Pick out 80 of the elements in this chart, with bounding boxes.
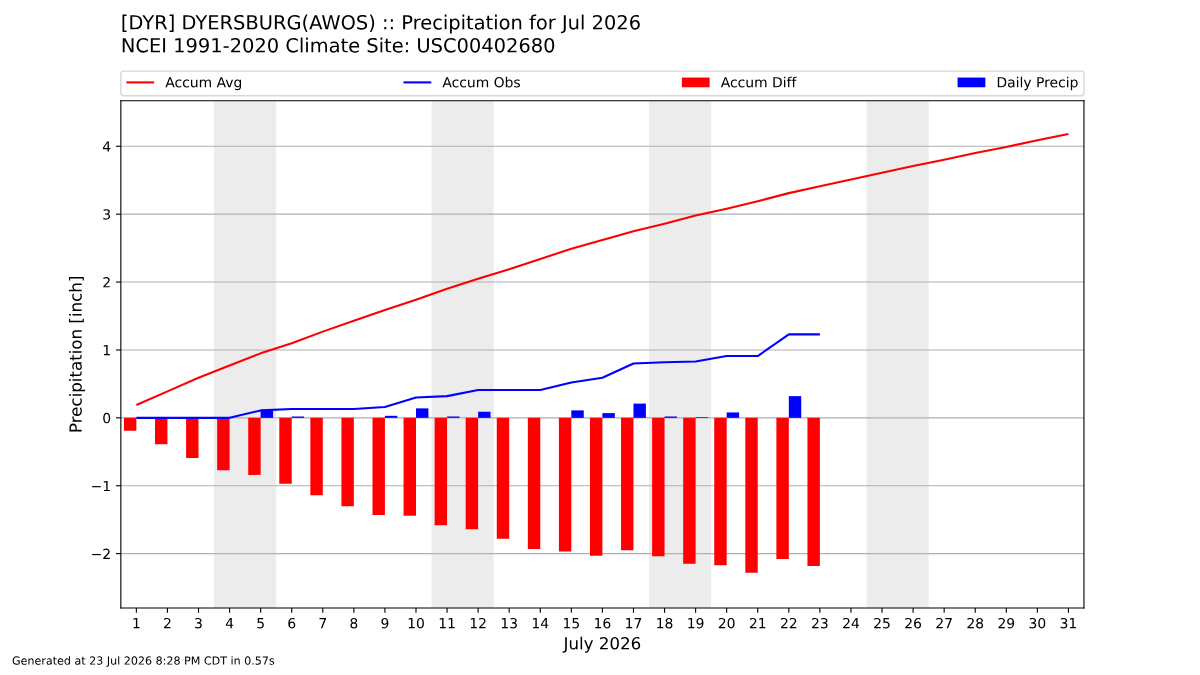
x-tick-label: 20	[718, 617, 735, 629]
x-tick-label: 14	[532, 618, 549, 629]
x-tick-label: 8	[350, 617, 358, 629]
y-tick-label: −2	[92, 548, 110, 559]
y-tick-label: 4	[102, 141, 111, 152]
bar	[621, 417, 634, 551]
bar	[372, 417, 385, 515]
x-tick-label: 6	[288, 617, 296, 629]
x-tick-label: 12	[470, 617, 486, 629]
bar	[652, 417, 665, 557]
bar	[788, 396, 802, 418]
x-tick-label: 15	[564, 618, 579, 629]
bar	[403, 417, 416, 516]
x-tick-label: 11	[439, 618, 455, 629]
x-tick-label: 18	[657, 617, 673, 629]
bar	[155, 417, 168, 445]
bar	[341, 417, 354, 507]
bar	[714, 417, 727, 566]
bar	[807, 417, 820, 566]
bar	[745, 417, 758, 573]
x-tick-label: 31	[1060, 617, 1076, 629]
bar	[633, 403, 646, 418]
bar	[434, 417, 448, 526]
text: Generated at 23 Jul 2026 8:28 PM CDT in 0.57s	[12, 656, 275, 667]
bar	[527, 417, 541, 549]
legend-label: Accum Obs	[442, 76, 520, 88]
bar	[496, 417, 510, 539]
legend-label: Accum Diff	[720, 76, 797, 88]
bar	[279, 417, 292, 484]
x-tick-label: 19	[688, 617, 704, 629]
line-series	[135, 333, 821, 419]
chart-title: [DYR] DYERSBURG(AWOS) :: Precipitation for Jul 2026	[122, 14, 640, 34]
x-tick-label: 1	[133, 618, 140, 629]
bar	[478, 411, 491, 418]
x-tick-label: 17	[626, 618, 642, 629]
x-tick-label: 22	[780, 617, 797, 629]
bar	[248, 417, 261, 475]
legend-label: Accum Avg	[165, 77, 242, 91]
bar	[123, 417, 137, 431]
bar	[571, 410, 584, 418]
x-tick-label: 30	[1029, 617, 1046, 629]
bar	[384, 415, 398, 418]
y-tick-label: −1	[92, 480, 110, 492]
y-tick-label: 0	[103, 412, 111, 424]
legend-label: Daily Precip	[997, 76, 1078, 91]
x-tick-label: 7	[319, 618, 327, 629]
x-tick-label: 24	[843, 617, 859, 629]
y-tick-label: 3	[103, 209, 110, 220]
x-tick-label: 2	[164, 617, 171, 629]
x-tick-label: 5	[257, 618, 264, 629]
x-tick-label: 9	[381, 617, 389, 629]
bar	[726, 412, 740, 418]
y-tick-label: 1	[103, 345, 110, 356]
x-tick-label: 28	[967, 617, 984, 629]
x-tick-label: 27	[936, 617, 952, 629]
x-axis-title: July 2026	[562, 636, 641, 653]
y-axis-title: Precipitation [inch]	[68, 277, 86, 432]
x-tick-label: 29	[998, 617, 1015, 629]
x-tick-label: 16	[595, 617, 611, 629]
x-tick-label: 25	[874, 617, 890, 629]
x-tick-label: 13	[501, 617, 517, 629]
y-tick-label: 2	[103, 277, 110, 288]
bar	[776, 417, 789, 560]
bar	[465, 417, 479, 530]
x-tick-label: 10	[408, 617, 424, 629]
bar	[310, 417, 323, 496]
bar	[683, 417, 696, 564]
chart-subtitle: NCEI 1991-2020 Climate Site: USC00402680	[122, 37, 555, 53]
bar	[217, 417, 230, 471]
bar	[602, 413, 615, 418]
x-tick-label: 3	[195, 617, 202, 629]
x-tick-label: 21	[749, 617, 766, 629]
x-tick-label: 26	[905, 617, 922, 629]
bar	[558, 417, 572, 552]
line-series	[135, 133, 1070, 406]
bar	[589, 417, 603, 556]
x-tick-label: 4	[225, 618, 234, 629]
bar	[186, 417, 199, 458]
bar	[415, 408, 429, 418]
x-tick-label: 23	[812, 617, 828, 629]
